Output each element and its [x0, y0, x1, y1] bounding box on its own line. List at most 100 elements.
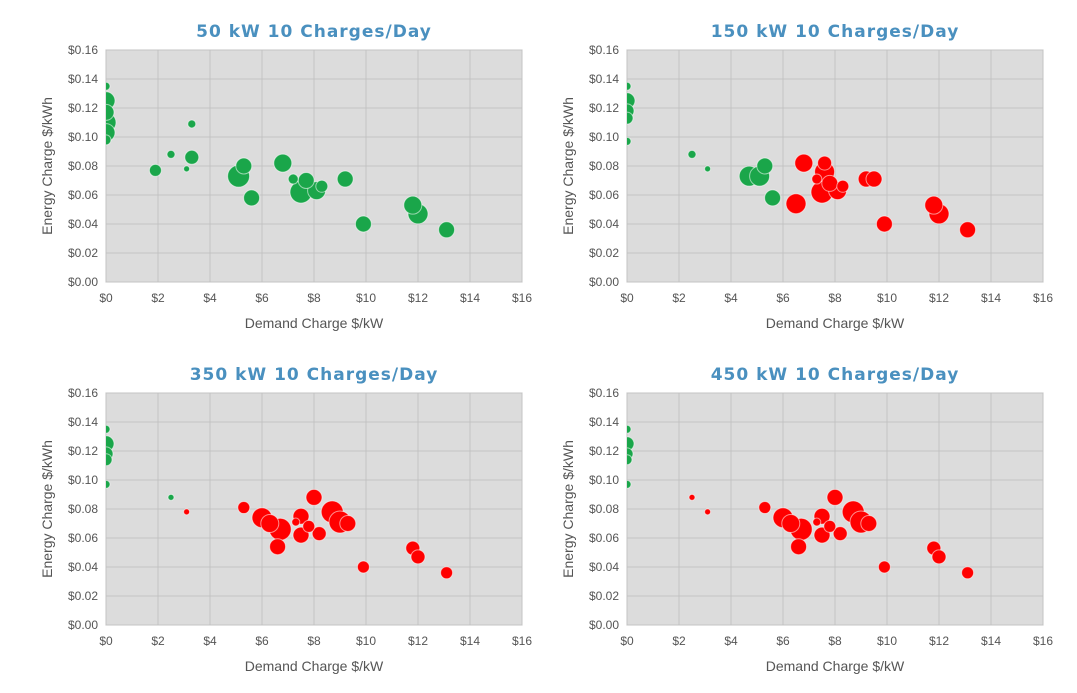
bubble-point: [106, 81, 111, 91]
bubble-point: [403, 195, 423, 215]
y-tick-label: $0.14: [589, 415, 619, 429]
y-tick-label: $0.06: [68, 188, 98, 202]
x-tick-label: $14: [460, 291, 480, 305]
x-tick-label: $2: [672, 634, 686, 648]
bubble-point: [106, 453, 113, 467]
x-tick-label: $16: [1033, 634, 1053, 648]
x-tick-label: $0: [99, 291, 113, 305]
x-tick-label: $10: [877, 634, 897, 648]
y-tick-label: $0.02: [68, 589, 98, 603]
x-tick-label: $0: [620, 291, 634, 305]
bubble-point: [243, 189, 261, 207]
y-tick-label: $0.12: [589, 101, 619, 115]
bubble-point: [297, 172, 315, 189]
bubble-point: [410, 549, 426, 565]
x-tick-label: $12: [408, 291, 428, 305]
y-tick-label: $0.14: [68, 72, 98, 86]
y-tick-label: $0.04: [68, 560, 98, 574]
y-tick-label: $0.12: [68, 444, 98, 458]
y-tick-label: $0.16: [589, 386, 619, 400]
bubble-point: [260, 514, 280, 533]
y-tick-label: $0.04: [589, 560, 619, 574]
chart-panel-4: 450 kW 10 Charges/Day $0 $2 $4 $6 $8 $10 $12 $14…: [521, 343, 1059, 689]
y-tick-label: $0.06: [589, 531, 619, 545]
bubble-point: [931, 549, 947, 565]
bubble-point: [832, 526, 848, 542]
bubble-point: [166, 149, 176, 159]
y-tick-label: $0.08: [589, 502, 619, 516]
bubble-point: [627, 479, 632, 489]
y-tick-label: $0.02: [589, 246, 619, 260]
x-tick-label: $4: [203, 634, 217, 648]
y-tick-label: $0.10: [589, 473, 619, 487]
bubble-point: [315, 179, 329, 193]
x-tick-label: $12: [408, 634, 428, 648]
bubble-point: [356, 560, 370, 574]
y-tick-label: $0.16: [68, 43, 98, 57]
x-tick-label: $16: [1033, 291, 1053, 305]
bubble-point: [339, 515, 357, 532]
x-axis-label: Demand Charge $/kW: [245, 658, 384, 674]
bubble-point: [877, 560, 891, 574]
bubble-point: [836, 179, 850, 193]
x-tick-label: $12: [929, 634, 949, 648]
y-tick-label: $0.00: [68, 275, 98, 289]
x-tick-label: $6: [255, 634, 269, 648]
bubble-point: [704, 508, 712, 516]
bubble-point: [687, 149, 697, 159]
bubble-point: [627, 454, 633, 466]
x-tick-label: $8: [307, 634, 321, 648]
bubble-point: [758, 501, 772, 515]
bubble-point: [811, 173, 823, 185]
bubble-point: [302, 519, 316, 533]
chart-svg: 50 kW 10 Charges/Day $0 $2 $4 $6 $8 $10 $12 $14 $…: [39, 22, 532, 331]
y-tick-label: $0.02: [68, 246, 98, 260]
chart-panel-3: 350 kW 10 Charges/Day $0 $2 $4 $6 $8 $10 $12 $14…: [0, 343, 538, 689]
bubble-point: [865, 170, 883, 188]
x-tick-label: $12: [929, 291, 949, 305]
y-tick-label: $0.12: [589, 444, 619, 458]
y-tick-label: $0.14: [68, 415, 98, 429]
bubble-point: [785, 193, 807, 215]
bubble-group: [106, 81, 456, 239]
x-tick-label: $10: [877, 291, 897, 305]
x-tick-label: $4: [724, 291, 738, 305]
bubble-point: [794, 153, 814, 173]
x-tick-label: $4: [203, 291, 217, 305]
x-tick-label: $16: [512, 634, 532, 648]
bubble-point: [106, 103, 115, 121]
y-tick-label: $0.04: [68, 217, 98, 231]
y-tick-label: $0.14: [589, 72, 619, 86]
y-tick-label: $0.08: [589, 159, 619, 173]
bubble-point: [627, 424, 632, 434]
y-axis-label: Energy Charge $/kWh: [560, 440, 576, 578]
bubble-point: [961, 566, 975, 580]
y-tick-label: $0.00: [68, 618, 98, 632]
bubble-point: [235, 157, 253, 175]
y-axis-label: Energy Charge $/kWh: [560, 97, 576, 235]
x-tick-label: $0: [620, 634, 634, 648]
bubble-point: [106, 479, 111, 489]
bubble-point: [924, 195, 944, 215]
chart-title: 150 kW 10 Charges/Day: [711, 22, 960, 42]
x-tick-label: $6: [776, 291, 790, 305]
x-tick-label: $8: [828, 291, 842, 305]
x-tick-label: $0: [99, 634, 113, 648]
chart-title: 50 kW 10 Charges/Day: [196, 22, 432, 42]
x-axis-label: Demand Charge $/kW: [245, 315, 384, 331]
y-axis-label: Energy Charge $/kWh: [39, 440, 55, 578]
bubble-group: [627, 424, 975, 580]
bubble-point: [764, 189, 782, 207]
chart-title: 450 kW 10 Charges/Day: [711, 365, 960, 385]
bubble-point: [269, 538, 287, 556]
bubble-point: [354, 215, 372, 233]
bubble-point: [875, 215, 893, 233]
bubble-point: [311, 526, 327, 542]
bubble-point: [823, 519, 837, 533]
y-tick-label: $0.10: [68, 473, 98, 487]
y-tick-label: $0.06: [68, 531, 98, 545]
bubble-group: [627, 81, 977, 239]
bubble-point: [817, 155, 833, 171]
y-tick-label: $0.10: [589, 130, 619, 144]
y-tick-label: $0.08: [68, 502, 98, 516]
